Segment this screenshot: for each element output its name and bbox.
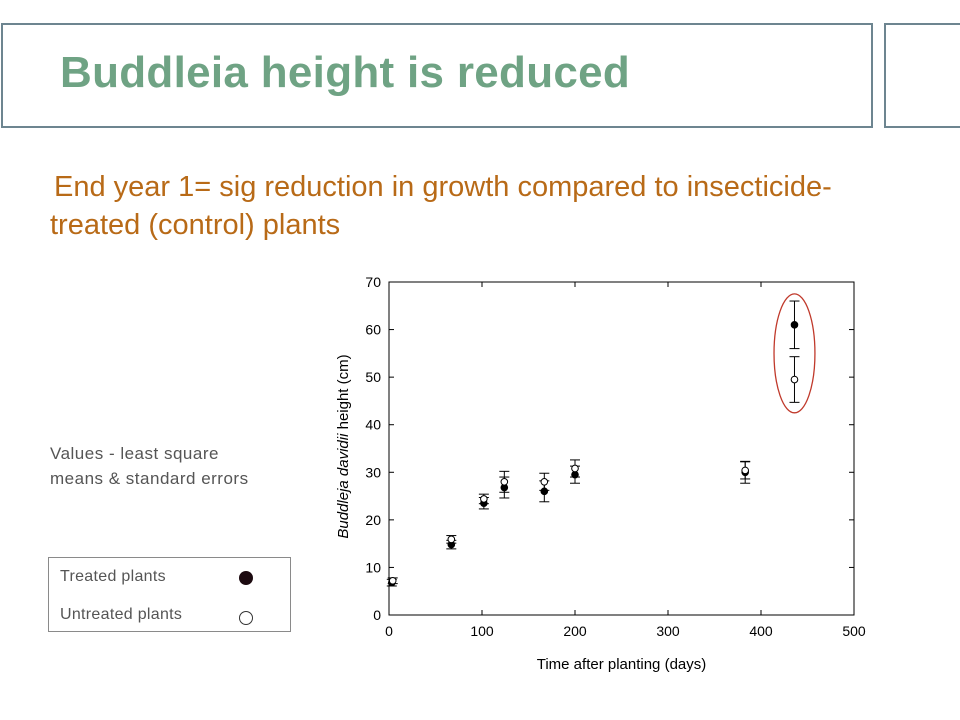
y-tick-label: 20 xyxy=(365,512,381,528)
y-tick-label: 70 xyxy=(365,274,381,290)
untreated-point xyxy=(540,478,549,486)
treated-point xyxy=(790,321,799,329)
values-note: Values - least square means & standard e… xyxy=(50,444,249,488)
highlight-ellipse xyxy=(773,293,816,414)
untreated-point xyxy=(388,576,397,585)
slide-title: Buddleia height is reduced xyxy=(60,48,631,97)
x-tick-label: 500 xyxy=(842,623,866,639)
y-axis-label-species: Buddleja davidii xyxy=(335,433,352,539)
untreated-point xyxy=(741,466,749,475)
x-axis-label: Time after planting (days) xyxy=(537,656,707,673)
y-tick-label: 0 xyxy=(373,607,381,623)
legend-label-untreated: Untreated plants xyxy=(60,606,183,623)
title-frame xyxy=(1,23,873,128)
open-circle-icon xyxy=(239,611,253,625)
y-tick-label: 50 xyxy=(365,369,381,385)
legend-box: Treated plants Untreated plants xyxy=(48,557,291,632)
side-frame xyxy=(884,23,960,128)
y-tick-label: 40 xyxy=(365,417,381,433)
untreated-point xyxy=(500,478,509,486)
slide-subtitle: End year 1= sig reduction in growth comp… xyxy=(50,171,832,241)
x-tick-label: 100 xyxy=(470,623,494,639)
y-tick-label: 60 xyxy=(365,322,381,338)
legend-label-treated: Treated plants xyxy=(60,568,166,585)
filled-circle-icon xyxy=(239,571,253,585)
untreated-point xyxy=(571,464,579,473)
y-tick-label: 30 xyxy=(365,464,381,480)
y-tick-label: 10 xyxy=(365,559,381,575)
x-tick-label: 200 xyxy=(563,623,587,639)
untreated-point xyxy=(447,535,456,544)
y-axis-label: Buddleja davidii height (cm) xyxy=(335,354,352,538)
untreated-point xyxy=(790,375,799,384)
untreated-point xyxy=(480,495,488,503)
x-tick-label: 300 xyxy=(656,623,680,639)
plot-area-frame xyxy=(388,281,855,616)
y-axis-label-measure: height (cm) xyxy=(335,354,352,433)
x-tick-label: 0 xyxy=(385,623,393,639)
x-tick-label: 400 xyxy=(749,623,773,639)
